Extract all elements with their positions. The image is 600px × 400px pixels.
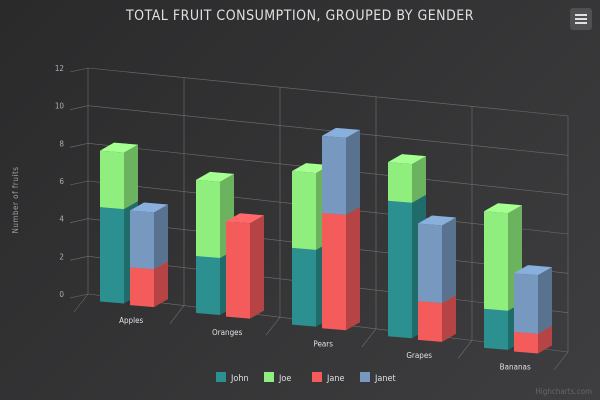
bar-segment[interactable] [514,265,552,334]
grid-line [87,105,569,156]
y-axis-title: Number of fruits [11,166,20,233]
bar-top [484,203,522,214]
grid-line [87,67,569,117]
y-tick-label: 6 [59,177,64,186]
legend-label: Joe [278,374,291,384]
bar-top [226,213,264,224]
bars-layer [100,127,552,354]
bar-segment[interactable] [322,127,360,215]
bar-front [514,273,538,334]
labels-layer: 0 2 4 6 8 10 12 Number of fruits Apples Oranges Pe… [11,64,531,372]
bar-side [124,144,138,210]
bar-front [292,247,316,327]
bar-side [538,267,552,334]
bar-side [412,156,426,203]
grid-line-side [69,67,89,73]
bar-side [250,215,264,319]
grid-line-side [69,180,89,186]
bar-front [100,207,124,304]
bar-side [346,129,360,215]
bar-front [322,135,346,215]
bar-front [484,211,508,311]
x-category-label: Apples [119,316,143,325]
grid-floor-line [457,340,473,359]
x-category-label: Bananas [500,363,531,372]
hamburger-menu-icon[interactable] [570,8,592,30]
grid-line-side [69,293,89,299]
y-tick-label: 10 [55,102,65,111]
bar-front [388,200,412,339]
legend-swatch [312,372,322,382]
grid-floor-line [169,305,185,324]
bar-front [418,301,442,342]
legend-swatch [216,372,226,382]
y-tick-label: 0 [59,290,64,299]
bar-front [130,210,154,270]
bar-front [418,223,442,304]
bar-segment[interactable] [100,142,138,210]
bar-top [292,163,330,174]
bar-side [442,295,456,342]
bar-segment[interactable] [388,154,426,203]
bar-front [226,221,250,319]
bar-front [514,331,538,354]
grid-floor-line [73,293,89,313]
bar-segment[interactable] [130,202,168,270]
y-tick-label: 8 [59,139,64,148]
legend-item[interactable]: Jane [312,372,344,384]
bar-front [484,308,508,350]
bar-top [388,154,426,165]
legend-item[interactable]: Janet [360,372,396,384]
grid-floor-line [361,328,377,347]
legend-item[interactable]: Joe [264,372,291,384]
bar-front [196,179,220,258]
grid-line-side [69,105,89,110]
bar-segment[interactable] [322,204,360,331]
bar-top [418,215,456,226]
bar-front [388,162,412,203]
bar-front [130,267,154,308]
bar-side [154,204,168,270]
bar-top [322,127,360,138]
bar-side [346,206,360,331]
grid-floor-line [265,317,281,336]
bar-top [130,202,168,213]
bar-front [100,150,124,210]
bar-top [196,171,234,182]
legend-item[interactable]: John [216,372,249,384]
bar-side [154,261,168,308]
x-category-label: Pears [313,339,333,348]
grid-floor-line [553,351,569,371]
chart-title: TOTAL FRUIT CONSUMPTION, GROUPED BY GEND… [125,8,474,24]
grid-line-side [69,218,89,223]
legend-swatch [264,372,274,382]
y-tick-label: 4 [59,215,64,224]
y-tick-label: 2 [59,252,64,261]
x-category-label: Oranges [212,328,243,337]
legend-label: Janet [374,374,396,384]
bar-front [322,212,346,331]
bar-side [538,325,552,354]
y-tick-label: 12 [55,64,64,73]
legend-label: John [230,374,249,384]
legend-label: Jane [326,374,344,384]
bar-segment[interactable] [226,213,264,319]
bar-segment[interactable] [196,171,234,258]
credits-link[interactable]: Highcharts.com [535,387,592,396]
bar-front [196,255,220,316]
bar-top [514,265,552,276]
grid-line-side [69,143,89,148]
bar-segment[interactable] [418,215,456,304]
grid-line-side [69,256,89,261]
bar-top [100,142,138,153]
bar-side [442,217,456,304]
legend[interactable]: John Joe Jane Janet [216,372,396,384]
bar-front [292,171,316,250]
legend-swatch [360,372,370,382]
x-category-label: Grapes [406,351,432,360]
